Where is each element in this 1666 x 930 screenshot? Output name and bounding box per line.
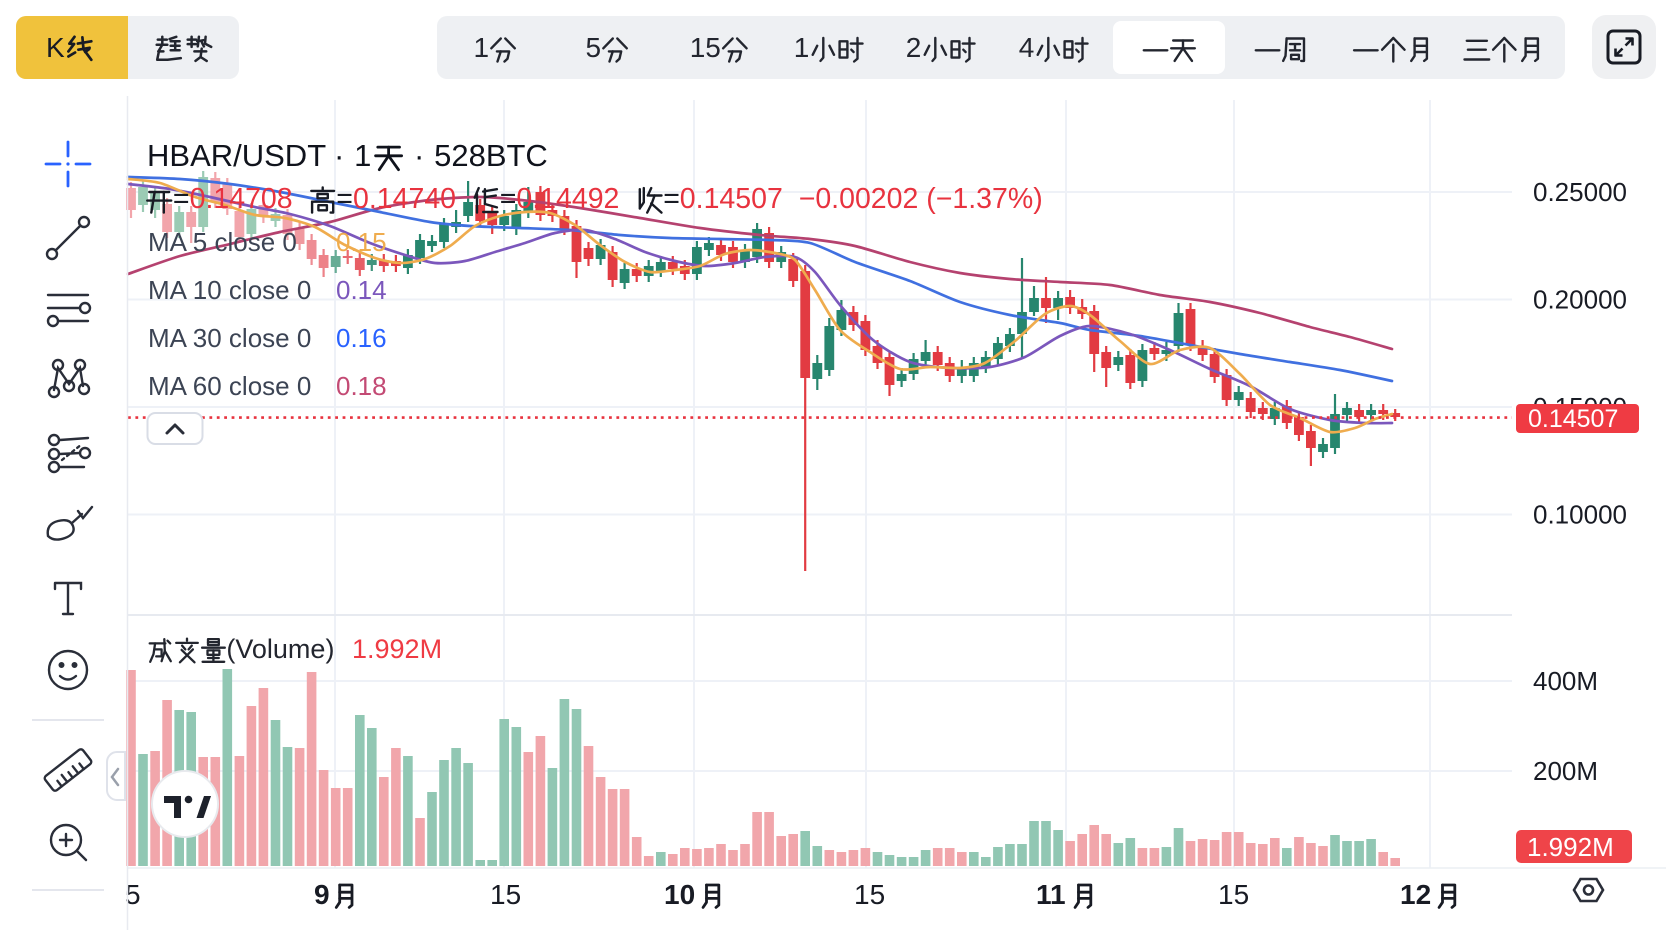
- svg-text:0.14708: 0.14708: [190, 183, 293, 215]
- svg-text:=: =: [663, 183, 680, 215]
- svg-text:5: 5: [125, 879, 141, 910]
- svg-text:10: 10: [664, 879, 695, 910]
- svg-text:MA 5 close 0: MA 5 close 0: [148, 227, 297, 257]
- svg-text:528BTC: 528BTC: [434, 138, 548, 173]
- svg-text:1: 1: [354, 138, 371, 173]
- svg-text:400M: 400M: [1533, 666, 1598, 696]
- svg-text:MA 60 close 0: MA 60 close 0: [148, 371, 311, 401]
- svg-text:MA 10 close 0: MA 10 close 0: [148, 275, 311, 305]
- svg-text:·: ·: [334, 138, 344, 173]
- svg-text:1: 1: [794, 32, 810, 63]
- svg-text:(Volume): (Volume): [226, 634, 334, 664]
- svg-text:1: 1: [474, 32, 490, 63]
- svg-text:−0.00202 (−1.37%): −0.00202 (−1.37%): [799, 183, 1043, 215]
- svg-text:9: 9: [314, 879, 330, 910]
- svg-text:HBAR/USDT: HBAR/USDT: [147, 138, 326, 173]
- svg-text:0.14507: 0.14507: [1528, 405, 1618, 433]
- svg-text:=: =: [500, 183, 517, 215]
- svg-text:0.20000: 0.20000: [1533, 285, 1627, 315]
- svg-text:11: 11: [1036, 879, 1066, 910]
- svg-text:200M: 200M: [1533, 756, 1598, 786]
- svg-text:0.16: 0.16: [336, 323, 387, 353]
- svg-text:MA 30 close 0: MA 30 close 0: [148, 323, 311, 353]
- svg-text:15: 15: [490, 879, 521, 910]
- svg-text:0.25000: 0.25000: [1533, 177, 1627, 207]
- svg-text:12: 12: [1400, 879, 1431, 910]
- svg-text:0.15: 0.15: [336, 227, 387, 257]
- svg-text:0.14: 0.14: [336, 275, 387, 305]
- svg-text:·: ·: [414, 138, 424, 173]
- svg-text:0.14740: 0.14740: [353, 183, 456, 215]
- svg-text:2: 2: [906, 32, 922, 63]
- svg-text:=: =: [173, 183, 190, 215]
- svg-text:0.10000: 0.10000: [1533, 500, 1627, 530]
- svg-text:15: 15: [854, 879, 885, 910]
- svg-text:K: K: [46, 32, 65, 63]
- svg-text:1.992M: 1.992M: [352, 634, 442, 664]
- svg-text:15: 15: [1218, 879, 1249, 910]
- svg-text:5: 5: [586, 32, 602, 63]
- svg-text:15: 15: [690, 32, 721, 63]
- svg-text:4: 4: [1019, 32, 1035, 63]
- svg-text:0.14507: 0.14507: [680, 183, 783, 215]
- svg-text:0.18: 0.18: [336, 371, 387, 401]
- svg-text:=: =: [336, 183, 353, 215]
- svg-text:1.992M: 1.992M: [1527, 832, 1614, 862]
- svg-text:0.14492: 0.14492: [516, 183, 619, 215]
